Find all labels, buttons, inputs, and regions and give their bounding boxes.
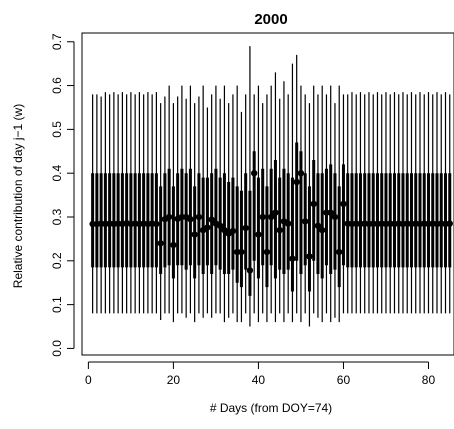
y-tick-label: 0.1 [50,296,64,313]
data-point [272,209,279,216]
data-point [204,224,211,231]
data-point [170,241,177,249]
data-point [165,213,173,221]
data-point [267,213,275,221]
y-tick-label: 0.6 [50,77,64,94]
y-tick-label: 0.3 [50,208,64,225]
data-point [250,169,258,177]
y-axis-label: Relative contribution of day j−1 (w) [11,104,25,288]
data-point [208,216,215,223]
data-point [153,220,160,228]
data-point [336,248,343,256]
data-point [297,169,305,177]
data-point [263,248,271,256]
y-tick-label: 0.4 [50,165,64,182]
y-tick-label: 0.7 [50,33,64,50]
x-tick-label: 0 [85,373,92,387]
data-point [157,240,164,247]
data-point [238,248,245,256]
data-point [221,226,228,234]
y-tick-label: 0.5 [50,121,64,138]
data-point [255,231,262,238]
x-axis-label: # Days (from DOY=74) [210,401,332,415]
data-point [242,224,249,232]
data-point [276,226,283,234]
data-point [259,213,266,221]
data-point [195,213,203,221]
data-point [293,178,300,186]
x-tick-label: 80 [422,373,436,387]
chart-title: 2000 [254,11,287,28]
data-point [310,200,317,208]
y-axis: 0.0 0.1 0.2 0.3 0.4 0.5 0.6 0.7 [50,33,75,357]
data-point [306,253,313,260]
y-tick-label: 0.2 [50,252,64,269]
data-point [187,215,194,223]
data-point [327,209,334,216]
data-point [340,200,347,208]
x-axis: 0 20 40 60 80 [85,361,436,387]
x-tick-label: 40 [252,373,266,387]
data-point [319,226,326,234]
data-point [216,222,224,229]
chart-marks [89,46,453,327]
data-point [289,255,296,262]
data-point [446,220,453,227]
data-point [229,227,237,235]
data-point [314,222,322,229]
x-tick-label: 60 [337,373,351,387]
data-point [191,231,198,238]
data-point [284,220,292,227]
data-point [302,218,309,225]
x-tick-label: 20 [167,373,181,387]
data-point [246,267,254,274]
plot-frame [81,32,454,356]
data-point [331,213,339,221]
y-tick-label: 0.0 [50,340,64,357]
